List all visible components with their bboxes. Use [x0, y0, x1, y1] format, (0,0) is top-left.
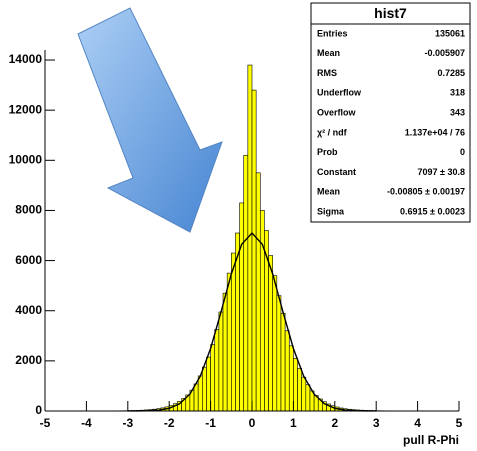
x-tick-label: 4 — [414, 416, 421, 430]
stats-value: 0.7285 — [437, 68, 465, 78]
bar — [272, 275, 278, 412]
bar — [251, 89, 257, 412]
x-tick-label: 5 — [456, 416, 463, 430]
arrow-annotation — [77, 7, 223, 233]
stats-value: 1.137e+04 / 76 — [405, 127, 465, 137]
bar — [268, 255, 273, 412]
stats-label: Constant — [317, 167, 356, 177]
bar — [231, 252, 236, 412]
bar — [193, 383, 199, 412]
bar — [210, 344, 216, 412]
bar — [218, 311, 224, 412]
stats-value: 318 — [450, 88, 465, 98]
bar — [259, 210, 265, 412]
x-tick-label: -4 — [81, 416, 92, 430]
x-tick-label: 2 — [331, 416, 338, 430]
stats-value: 343 — [450, 107, 465, 117]
y-tick-label: 4000 — [15, 303, 42, 317]
stats-label: RMS — [317, 68, 337, 78]
x-tick-label: -2 — [164, 416, 175, 430]
stats-value: 7097 ± 30.8 — [418, 167, 465, 177]
y-tick-label: 8000 — [15, 203, 42, 217]
stats-label: Entries — [317, 28, 348, 38]
bar — [247, 64, 253, 412]
bar — [222, 292, 228, 412]
x-tick-label: 1 — [290, 416, 297, 430]
x-tick-label: 3 — [373, 416, 380, 430]
bar — [305, 384, 311, 412]
x-tick-label: 0 — [249, 416, 256, 430]
stats-frame — [310, 2, 471, 223]
bar — [288, 345, 294, 412]
stats-title: hist7 — [374, 5, 407, 21]
bar — [214, 329, 220, 412]
y-tick-label: 6000 — [15, 253, 42, 267]
stats-value: -0.00805 ± 0.00197 — [387, 187, 465, 197]
x-tick-label: -3 — [122, 416, 133, 430]
bar — [206, 356, 211, 412]
stats-value: 0.6915 ± 0.0023 — [400, 206, 465, 216]
bar — [301, 376, 307, 412]
bar — [255, 172, 261, 412]
bar — [297, 368, 302, 412]
stats-label: Underflow — [317, 88, 362, 98]
stats-label: Prob — [317, 147, 338, 157]
x-tick-label: -1 — [205, 416, 216, 430]
y-tick-label: 14000 — [9, 52, 43, 66]
stats-label: Mean — [317, 48, 340, 58]
stats-value: 0 — [460, 147, 465, 157]
stats-label: Sigma — [317, 206, 345, 216]
plot: 0 2000 4000 6000 8000 10000 12000 14000 -5 -4 -3 -2… — [9, 50, 463, 430]
stats-label: Overflow — [317, 107, 357, 117]
bar — [239, 202, 245, 412]
stats-box: hist7 Entries 135061 Mean -0.005907 RMS 0.7285… — [310, 2, 471, 223]
stats-label: χ² / ndf — [317, 127, 348, 137]
bar — [293, 358, 298, 412]
bar — [243, 154, 249, 412]
bar — [276, 295, 282, 412]
y-tick-label: 0 — [35, 403, 42, 417]
stats-value: -0.005907 — [424, 48, 465, 58]
bar — [226, 272, 232, 412]
bar — [202, 366, 207, 412]
stats-value: 135061 — [435, 28, 465, 38]
y-tick-label: 2000 — [15, 353, 42, 367]
stats-label: Mean — [317, 187, 340, 197]
bar — [284, 330, 290, 412]
bar — [280, 312, 286, 412]
y-tick-label: 12000 — [9, 102, 43, 116]
bar — [197, 375, 203, 412]
x-tick-label: -5 — [40, 416, 51, 430]
x-axis-label: pull R-Phi — [403, 433, 459, 447]
y-tick-label: 10000 — [9, 152, 43, 166]
